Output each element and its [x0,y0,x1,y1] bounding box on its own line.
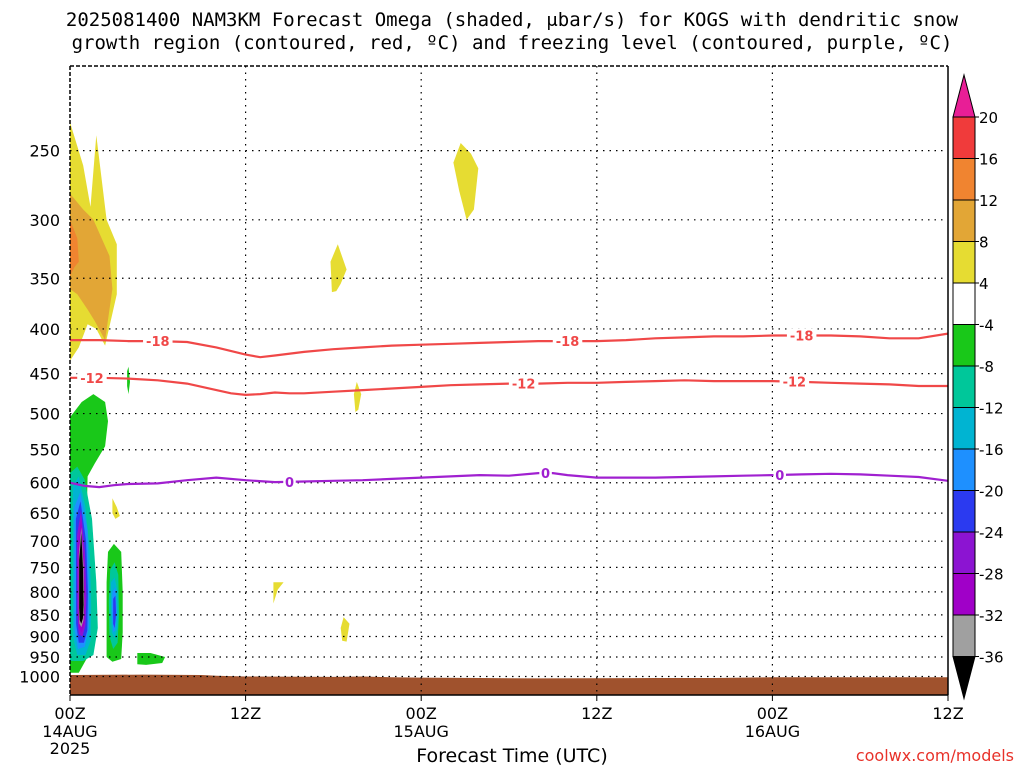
colorbar-band-2 [952,158,976,201]
y-tick-label-450: 450 [29,365,60,384]
y-tick-label-350: 350 [29,269,60,288]
contour-label-bg-0-1 [552,334,583,349]
colorbar-band-5 [952,282,976,325]
y-tick-label-700: 700 [29,532,60,551]
x-tick-label-5: 12Z [932,704,963,723]
colorbar: 20 16 12 8 4 -4 -8 -12 -16 -20 -24 -28 -32 -36 [952,73,1004,701]
contour-label-0-2: -18 [790,330,814,345]
y-tick-label-800: 800 [29,583,60,602]
colorbar-band-3 [952,199,976,242]
y-tick-label-400: 400 [29,320,60,339]
x-tick-label-2: 00Z [406,704,437,723]
colorbar-band-11 [952,531,976,574]
colorbar-level-label-2: 12 [979,192,998,210]
x-tick-label-4: 00Z [757,704,788,723]
colorbar-band-9 [952,448,976,491]
contour-label-bg-1-2 [779,374,810,389]
colorbar-level-label-11: -28 [979,566,1004,584]
y-tick-label-650: 650 [29,504,60,523]
colorbar-level-label-8: -16 [979,441,1004,459]
y-tick-label-550: 550 [29,441,60,460]
colorbar-band-6 [952,324,976,367]
y-tick-label-250: 250 [29,142,60,161]
colorbar-level-label-9: -20 [979,483,1004,501]
omega-region-5 [353,381,362,412]
contour-label-bg-2-1 [539,466,552,481]
contour-label-bg-2-0 [283,474,296,489]
colorbar-band-1 [952,116,976,159]
y-tick-label-1000: 1000 [19,667,60,686]
colorbar-band-7 [952,365,976,408]
omega-region-24 [79,533,84,624]
y-tick-label-500: 500 [29,405,60,424]
colorbar-level-label-13: -36 [979,649,1004,667]
colorbar-band-12 [952,573,976,616]
colorbar-band-8 [952,407,976,450]
omega-region-4 [330,244,347,293]
x-tick-label-3: 12Z [581,704,612,723]
colorbar-band-13 [952,614,976,657]
terrain-fill [70,674,948,695]
credit-link[interactable]: coolwx.com/models [855,746,1014,765]
omega-region-8 [340,617,350,642]
contour-label-1-2: -12 [783,376,807,391]
y-tick-label-750: 750 [29,558,60,577]
contour-layer: -18 -18 -18 -12 -12 -12 0 0 0 [70,328,948,491]
colorbar-top-arrow [952,73,976,118]
chart-title-line2: growth region (contoured, red, ºC) and f… [71,32,953,54]
omega-region-3 [453,143,479,220]
omega-region-12 [137,653,166,665]
x-tick-sublabel-0-0: 14AUG [42,722,97,741]
x-tick-sublabel-2-0: 15AUG [393,722,448,741]
contour-label-0-0: -18 [146,335,170,350]
colorbar-level-label-0: 20 [979,109,998,127]
colorbar-level-label-4: 4 [979,275,989,293]
x-tick-label-1: 12Z [230,704,261,723]
colorbar-bottom-arrow [952,656,976,701]
colorbar-level-label-6: -8 [979,358,994,376]
contour-label-bg-2-2 [773,467,786,482]
colorbar-band-4 [952,241,976,284]
contour-label-1-1: -12 [512,378,536,393]
grid-layer [70,66,948,695]
contour-label-2-1: 0 [541,467,550,482]
y-tick-label-900: 900 [29,628,60,647]
chart-title-line1: 2025081400 NAM3KM Forecast Omega (shaded… [65,9,959,31]
colorbar-level-label-1: 16 [979,151,998,169]
omega-region-20 [113,595,117,628]
contour-label-0-1: -18 [556,335,580,350]
colorbar-level-label-12: -32 [979,607,1004,625]
contour-label-bg-1-0 [77,370,107,385]
omega-region-1 [70,193,113,341]
x-tick-sublabel-4-0: 16AUG [745,722,800,741]
x-axis-label: Forecast Time (UTC) [416,745,608,767]
y-tick-label-300: 300 [29,211,60,230]
y-tick-label-600: 600 [29,474,60,493]
contour-label-bg-0-0 [143,334,173,349]
contour-label-bg-0-2 [786,328,817,343]
y-tick-label-850: 850 [29,606,60,625]
colorbar-band-10 [952,490,976,533]
contour-label-bg-1-1 [508,376,539,391]
contour-label-2-2: 0 [775,469,784,484]
terrain-layer [70,674,948,695]
omega-region-9 [127,366,130,395]
colorbar-level-label-10: -24 [979,524,1004,542]
x-tick-sublabel-0-1: 2025 [50,739,91,758]
x-tick-label-0: 00Z [54,704,85,723]
contour-label-2-0: 0 [285,476,294,491]
omega-region-7 [273,582,284,604]
axes-layer: 250 300 350 400 450 500 550 600 650 700 750 800 850 9… [19,65,964,758]
y-tick-label-950: 950 [29,648,60,667]
colorbar-level-label-5: -4 [979,317,994,335]
contour-line-2 [70,472,948,489]
colorbar-level-label-7: -12 [979,400,1004,418]
contour-label-1-0: -12 [80,372,104,387]
colorbar-level-label-3: 8 [979,234,989,252]
omega-region-6 [112,498,120,519]
omega-shading-layer [70,122,479,673]
omega-region-2 [70,219,79,277]
